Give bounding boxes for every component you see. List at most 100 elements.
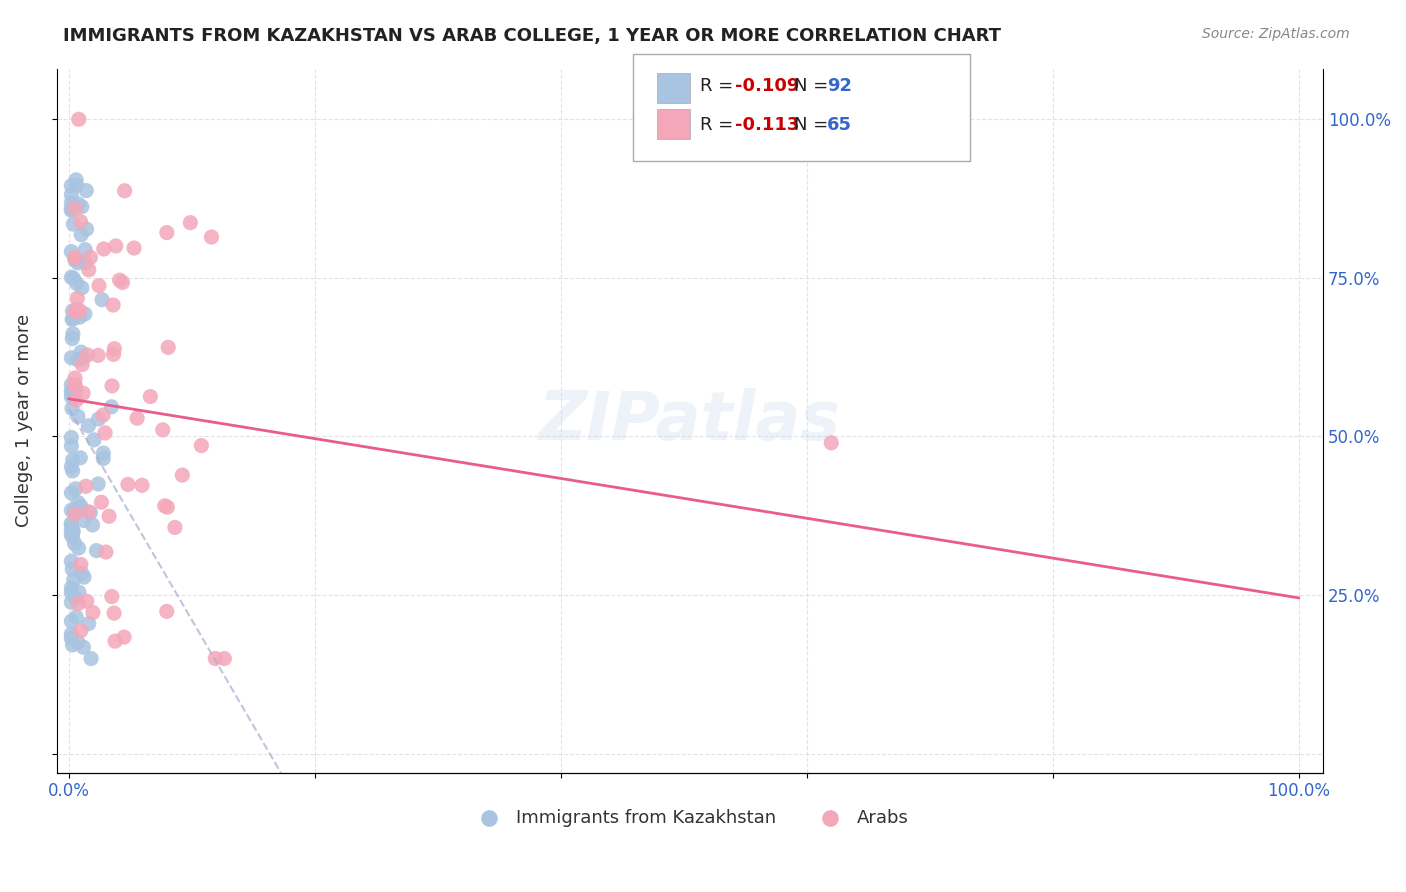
Point	[80, 651, 103, 665]
Point	[104, 239, 127, 253]
Point	[65, 384, 87, 398]
Point	[66, 409, 89, 424]
Point	[60, 332, 83, 346]
Point	[69, 214, 91, 228]
Point	[62, 524, 84, 539]
Point	[66, 635, 89, 649]
Point	[70, 358, 93, 372]
Point	[77, 616, 100, 631]
Point	[104, 634, 127, 648]
Point	[125, 411, 148, 425]
Point	[60, 401, 83, 416]
Y-axis label: College, 1 year or more: College, 1 year or more	[15, 314, 32, 527]
Text: R =: R =	[700, 78, 740, 95]
Point	[65, 482, 87, 496]
Point	[101, 379, 124, 393]
Point	[60, 627, 83, 641]
Point	[111, 276, 134, 290]
Point	[75, 256, 97, 270]
Point	[90, 495, 112, 509]
Point	[179, 216, 201, 230]
Point	[77, 263, 100, 277]
Point	[76, 348, 98, 362]
Point	[94, 545, 117, 559]
Point	[87, 412, 110, 426]
Point	[60, 562, 83, 576]
Point	[60, 203, 83, 218]
Point	[60, 312, 83, 326]
Point	[60, 390, 83, 404]
Point	[67, 197, 90, 211]
Point	[65, 610, 87, 624]
Point	[122, 241, 145, 255]
Point	[93, 242, 115, 256]
Point	[156, 226, 179, 240]
Point	[60, 195, 83, 210]
Point	[63, 378, 86, 392]
Text: IMMIGRANTS FROM KAZAKHSTAN VS ARAB COLLEGE, 1 YEAR OR MORE CORRELATION CHART: IMMIGRANTS FROM KAZAKHSTAN VS ARAB COLLE…	[63, 27, 1001, 45]
Text: -0.109: -0.109	[735, 78, 800, 95]
Point	[117, 477, 139, 491]
Point	[62, 217, 84, 231]
Point	[60, 595, 83, 609]
Point	[98, 509, 121, 524]
Point	[62, 453, 84, 467]
Point	[72, 386, 94, 401]
Point	[75, 479, 97, 493]
Point	[73, 307, 96, 321]
Point	[79, 251, 101, 265]
Point	[63, 251, 86, 265]
Point	[87, 278, 110, 293]
Point	[82, 518, 104, 533]
Point	[93, 446, 115, 460]
Point	[65, 302, 87, 317]
Point	[67, 112, 90, 127]
Point	[60, 528, 83, 542]
Point	[114, 184, 136, 198]
Point	[63, 377, 86, 392]
Point	[67, 541, 90, 555]
Text: N =: N =	[794, 78, 834, 95]
Point	[66, 291, 89, 305]
Point	[70, 624, 93, 638]
Point	[820, 435, 842, 450]
Point	[60, 523, 83, 537]
Point	[60, 554, 83, 568]
Point	[75, 243, 97, 257]
Point	[79, 506, 101, 520]
Point	[70, 566, 93, 581]
Point	[60, 187, 83, 202]
Point	[66, 256, 89, 270]
Point	[60, 430, 83, 444]
Point	[63, 252, 86, 267]
Point	[91, 451, 114, 466]
Point	[87, 477, 110, 491]
Point	[67, 585, 90, 599]
Point	[69, 450, 91, 465]
Point	[60, 244, 83, 259]
Point	[62, 271, 84, 285]
Text: 65: 65	[827, 116, 852, 134]
Point	[76, 594, 98, 608]
Point	[77, 505, 100, 519]
Point	[60, 202, 83, 216]
Point	[82, 606, 104, 620]
Point	[65, 277, 87, 291]
Point	[60, 614, 83, 628]
Point	[94, 425, 117, 440]
Point	[73, 570, 96, 584]
Point	[60, 516, 83, 531]
Point	[62, 638, 84, 652]
Point	[83, 433, 105, 447]
Point	[60, 178, 83, 193]
Point	[200, 230, 222, 244]
Point	[103, 347, 125, 361]
Point	[70, 281, 93, 295]
Point	[63, 371, 86, 385]
Point	[91, 408, 114, 422]
Point	[77, 418, 100, 433]
Point	[100, 400, 122, 414]
Point	[60, 377, 83, 392]
Point	[157, 340, 180, 354]
Point	[152, 423, 174, 437]
